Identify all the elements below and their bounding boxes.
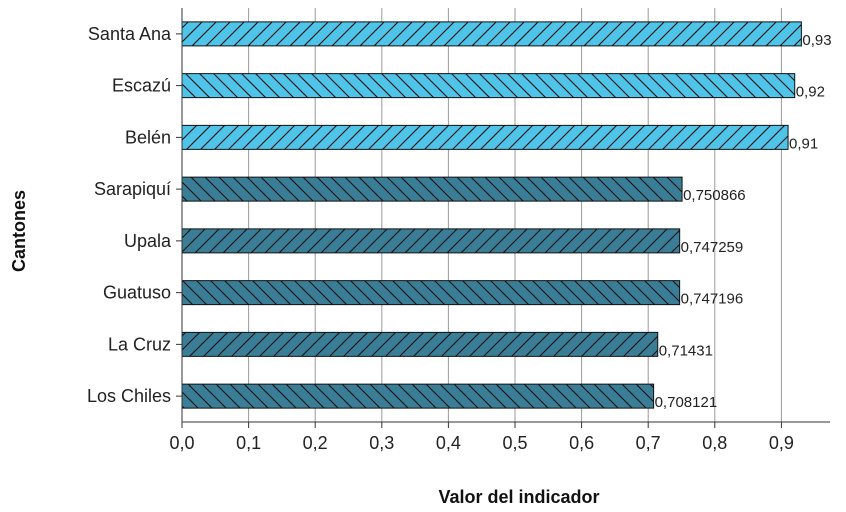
bar-hatch <box>181 228 681 254</box>
category-label: Santa Ana <box>88 24 172 44</box>
x-tick-label: 0,9 <box>769 433 794 453</box>
category-label: Guatuso <box>103 283 171 303</box>
data-label: 0,708121 <box>655 394 718 411</box>
data-label: 0,71431 <box>659 342 713 359</box>
data-label: 0,93 <box>802 32 831 49</box>
category-label: La Cruz <box>108 334 171 354</box>
bar-hatch <box>181 73 796 99</box>
x-tick-label: 0,6 <box>569 433 594 453</box>
bar-hatch <box>181 280 681 306</box>
category-label: Los Chiles <box>87 386 171 406</box>
x-tick-label: 0,0 <box>169 433 194 453</box>
data-label: 0,750866 <box>683 187 746 204</box>
category-label: Belén <box>125 127 171 147</box>
bar-hatch <box>181 383 655 409</box>
axes <box>176 8 830 428</box>
data-label: 0,92 <box>796 84 825 101</box>
category-label: Escazú <box>112 76 171 96</box>
x-axis-title: Valor del indicador <box>438 487 599 507</box>
x-tick-label: 0,7 <box>636 433 661 453</box>
x-tick-label: 0,4 <box>436 433 461 453</box>
x-tick-label: 0,5 <box>502 433 527 453</box>
category-label: Upala <box>124 231 172 251</box>
data-label: 0,747259 <box>681 239 744 256</box>
bar-hatch <box>181 176 683 202</box>
y-axis-title: Cantones <box>9 190 29 272</box>
bar-hatch <box>181 331 659 357</box>
data-label: 0,91 <box>789 135 818 152</box>
x-tick-label: 0,2 <box>303 433 328 453</box>
category-label: Sarapiquí <box>94 179 171 199</box>
x-tick-label: 0,3 <box>369 433 394 453</box>
gridlines <box>248 8 782 422</box>
labels: 0,0 0,1 0,2 0,3 0,4 0,5 0,6 0,7 0,8 0,9 Santa Ana 0… <box>87 24 832 453</box>
x-tick-label: 0,8 <box>702 433 727 453</box>
bars <box>181 21 802 409</box>
x-tick-label: 0,1 <box>236 433 261 453</box>
data-label: 0,747196 <box>681 291 744 308</box>
bar-hatch <box>181 124 789 150</box>
bar-hatch <box>181 21 802 47</box>
